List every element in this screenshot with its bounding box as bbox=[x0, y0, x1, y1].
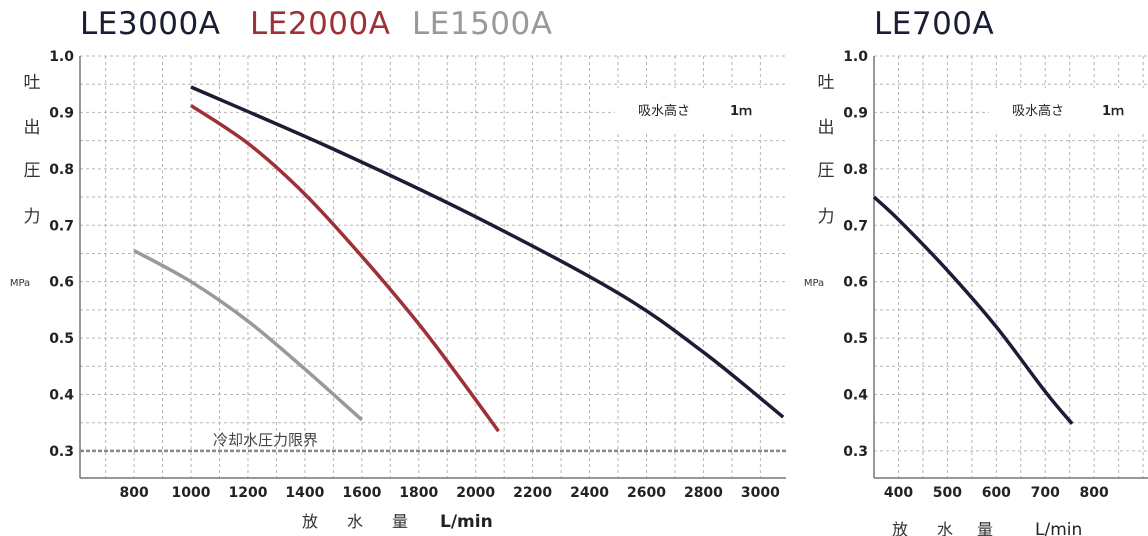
chart1-ytick-label: 0.7 bbox=[49, 218, 74, 234]
chart1-xtick-label: 2200 bbox=[513, 485, 552, 501]
chart1-xtick-label: 1400 bbox=[285, 485, 324, 501]
chart1-xtick-label: 1200 bbox=[228, 485, 267, 501]
chart2-xtick-label: 600 bbox=[982, 485, 1011, 501]
chart1-xtick-label: 2000 bbox=[456, 485, 495, 501]
chart1-series-line-1 bbox=[190, 85, 785, 419]
chart2-y-unit: MPa bbox=[804, 278, 824, 289]
chart1-ylabel-char: 圧 bbox=[24, 161, 41, 181]
chart1-ytick-label: 0.6 bbox=[49, 275, 74, 291]
chart1-ytick-label: 0.9 bbox=[49, 105, 74, 121]
chart1-title-le2000a: LE2000A bbox=[250, 6, 391, 42]
chart2-xtick-label: 400 bbox=[884, 485, 913, 501]
chart2-ylabel-char: 圧 bbox=[818, 161, 835, 181]
chart2-series-line-1 bbox=[872, 195, 1074, 425]
chart1-series-line-2 bbox=[190, 104, 500, 433]
chart2-xlabel-char: 水 bbox=[937, 520, 953, 536]
chart2-ytick-label: 0.6 bbox=[843, 275, 868, 291]
chart1-suction-box bbox=[615, 88, 785, 131]
chart2-ytick-label: 0.5 bbox=[843, 331, 868, 347]
chart1-ytick-label: 1.0 bbox=[49, 49, 74, 65]
chart1-ylabel-char: 吐 bbox=[24, 73, 41, 93]
chart2-xtick-label: 500 bbox=[933, 485, 962, 501]
chart1-series-line-3 bbox=[133, 249, 363, 422]
chart1-title-le3000a: LE3000A bbox=[80, 6, 221, 42]
chart1-xlabel-char: 水 bbox=[347, 512, 363, 531]
chart1-xtick-label: 2400 bbox=[570, 485, 609, 501]
chart2-xlabel-char: 放 bbox=[892, 520, 908, 536]
chart1-y-unit: MPa bbox=[10, 278, 30, 289]
chart1-ylabel-char: 出 bbox=[24, 118, 41, 138]
chart2-suction-box bbox=[989, 88, 1148, 131]
chart1-limit-label: 冷却水圧力限界 bbox=[213, 431, 318, 449]
chart2-suction-label: 吸水高さ bbox=[1012, 103, 1064, 119]
chart1-ytick-label: 0.5 bbox=[49, 331, 74, 347]
chart1-xtick-label: 2600 bbox=[627, 485, 666, 501]
chart1-title-le1500a: LE1500A bbox=[412, 6, 553, 42]
chart1-suction-label: 吸水高さ bbox=[638, 103, 690, 119]
chart1-xlabel-char: 量 bbox=[392, 512, 408, 531]
chart1-xtick-label: 1800 bbox=[399, 485, 438, 501]
chart2-ytick-label: 0.9 bbox=[843, 105, 868, 121]
chart1-xlabel-char: 放 bbox=[302, 512, 318, 531]
chart1-x-unit: L/min bbox=[440, 512, 493, 532]
chart2-suction-value: 1ｍ bbox=[1102, 104, 1124, 119]
chart1-ytick-label: 0.4 bbox=[49, 388, 74, 404]
chart1-suction-value: 1ｍ bbox=[730, 104, 752, 119]
chart2-ytick-label: 1.0 bbox=[843, 49, 868, 65]
chart2-ytick-label: 0.7 bbox=[843, 218, 868, 234]
chart1-ytick-label: 0.3 bbox=[49, 444, 74, 460]
chart1-xtick-label: 2800 bbox=[684, 485, 723, 501]
chart1-ytick-label: 0.8 bbox=[49, 162, 74, 178]
chart2-x-unit: L/min bbox=[1035, 520, 1082, 536]
chart2-ylabel-char: 吐 bbox=[818, 73, 835, 93]
chart2-title-le700a: LE700A bbox=[874, 6, 995, 42]
chart2-ytick-label: 0.3 bbox=[843, 444, 868, 460]
chart1-xtick-label: 800 bbox=[119, 485, 148, 501]
chart1-ylabel-char: 力 bbox=[24, 207, 41, 227]
chart1-xtick-label: 1600 bbox=[342, 485, 381, 501]
chart2-ylabel-char: 力 bbox=[818, 207, 835, 227]
chart1-xtick-label: 3000 bbox=[741, 485, 780, 501]
chart2-ylabel-char: 出 bbox=[818, 118, 835, 138]
chart2-ytick-label: 0.8 bbox=[843, 162, 868, 178]
chart1-xtick-label: 1000 bbox=[172, 485, 211, 501]
chart2-xtick-label: 700 bbox=[1031, 485, 1060, 501]
chart2-ytick-label: 0.4 bbox=[843, 388, 868, 404]
chart2-xlabel-char: 量 bbox=[977, 520, 993, 536]
chart2-xtick-label: 800 bbox=[1080, 485, 1109, 501]
